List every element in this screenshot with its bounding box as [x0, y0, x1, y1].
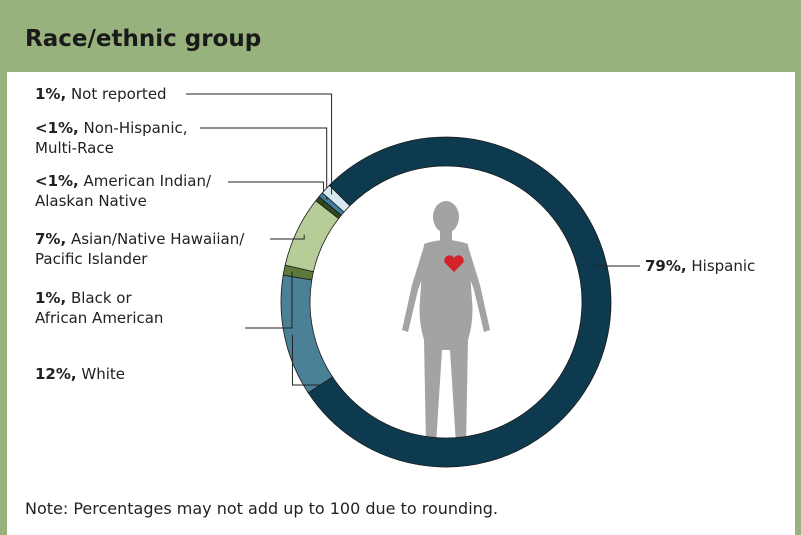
category-label: White — [81, 365, 125, 383]
value-label: 1%, — [35, 85, 66, 103]
slice-label: 12%, White — [35, 364, 125, 384]
slice-label: <1%, Non-Hispanic, Multi-Race — [35, 118, 188, 158]
donut-segment — [281, 275, 332, 393]
slice-label: 1%, Black or African American — [35, 288, 163, 328]
slice-label: 1%, Not reported — [35, 84, 167, 104]
page: Race/ethnic group Note: Percentages may … — [0, 0, 801, 535]
figure-icon — [402, 201, 490, 445]
value-label: <1%, — [35, 119, 79, 137]
slice-label: <1%, American Indian/ Alaskan Native — [35, 171, 211, 211]
value-label: 7%, — [35, 230, 66, 248]
note: Note: Percentages may not add up to 100 … — [25, 499, 498, 518]
value-label: 79%, — [645, 257, 687, 275]
category-label: Hispanic — [691, 257, 755, 275]
slice-label: 7%, Asian/Native Hawaiian/ Pacific Islan… — [35, 229, 244, 269]
value-label: 12%, — [35, 365, 77, 383]
category-label: Not reported — [71, 85, 167, 103]
category-label: Asian/Native Hawaiian/ Pacific Islander — [35, 230, 244, 268]
leader-line — [200, 128, 327, 200]
slice-label: 79%, Hispanic — [645, 256, 755, 276]
value-label: 1%, — [35, 289, 66, 307]
leader-line — [228, 182, 324, 204]
value-label: <1%, — [35, 172, 79, 190]
